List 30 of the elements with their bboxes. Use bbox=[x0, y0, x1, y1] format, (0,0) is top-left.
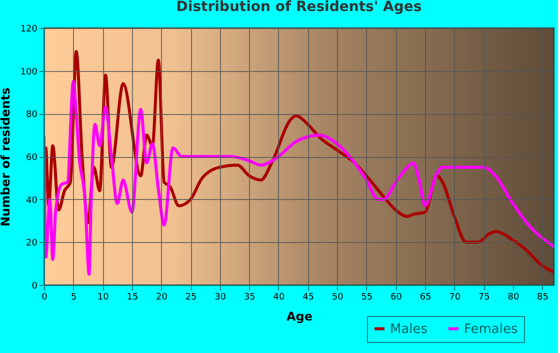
legend-label: Males bbox=[390, 322, 428, 337]
y-tick-label: 40 bbox=[26, 196, 38, 206]
y-tick-label: 20 bbox=[26, 238, 38, 249]
x-tick-label: 80 bbox=[508, 292, 520, 302]
legend-label: Females bbox=[464, 322, 518, 337]
x-tick-label: 50 bbox=[332, 292, 344, 302]
y-tick-label: 120 bbox=[20, 24, 38, 34]
x-tick-label: 10 bbox=[97, 292, 110, 302]
x-tick-label: 75 bbox=[478, 292, 490, 302]
x-tick-label: 15 bbox=[126, 292, 138, 302]
x-tick-label: 40 bbox=[273, 292, 285, 302]
x-tick-label: 65 bbox=[420, 292, 432, 302]
x-tick-label: 30 bbox=[214, 292, 226, 302]
x-tick-label: 25 bbox=[185, 292, 197, 302]
x-tick-label: 70 bbox=[449, 292, 461, 302]
x-tick-label: 35 bbox=[244, 292, 256, 302]
y-tick-label: 100 bbox=[20, 67, 38, 78]
y-tick-label: 80 bbox=[26, 110, 38, 120]
x-tick-label: 85 bbox=[537, 292, 548, 302]
x-tick-label: 55 bbox=[361, 292, 373, 302]
y-axis-title: Number of residents bbox=[0, 87, 12, 227]
x-tick-label: 5 bbox=[70, 292, 77, 302]
x-tick-label: 60 bbox=[390, 292, 402, 302]
x-tick-label: 45 bbox=[302, 292, 314, 302]
chart-title: Distribution of Residents' Ages bbox=[176, 0, 422, 15]
y-tick-label: 0 bbox=[32, 282, 38, 292]
x-axis-title: Age bbox=[286, 310, 313, 324]
y-tick-label: 60 bbox=[26, 153, 38, 163]
x-tick-label: 0 bbox=[42, 292, 48, 302]
x-tick-label: 20 bbox=[156, 292, 168, 302]
